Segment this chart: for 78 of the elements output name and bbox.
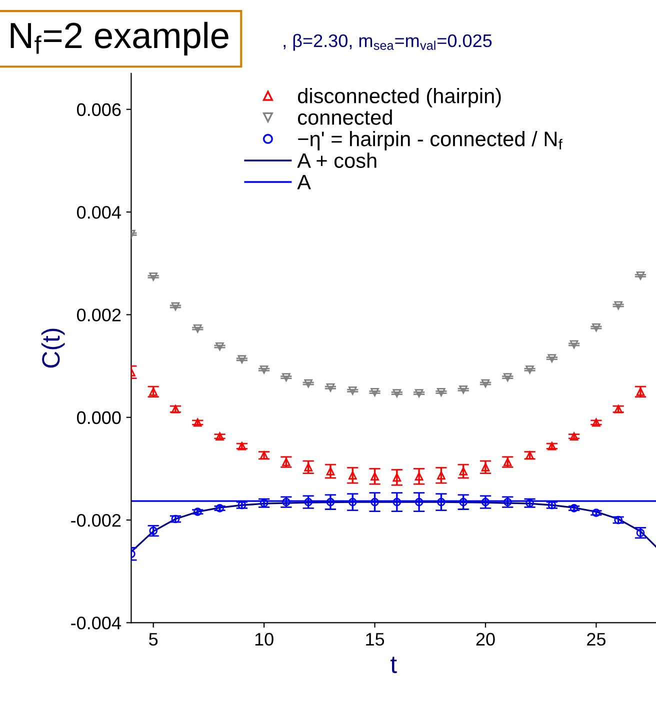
point [370,472,379,481]
point [414,472,424,481]
point [216,504,224,512]
x-tick-label: 10 [255,632,274,646]
point [171,514,180,524]
point [216,432,224,441]
text: N$_{f}$=2 example [10,22,228,56]
point [392,473,402,482]
point [282,373,290,382]
point [592,418,600,427]
x-axis-title: t [390,656,397,674]
point [282,498,290,506]
point [481,498,490,506]
y-tick-label: 0.004 [77,206,121,219]
point [459,498,468,506]
point [216,342,224,351]
legend-label: A + cosh [297,152,376,168]
legend-label: disconnected (hairpin) [298,88,501,108]
point [592,508,600,518]
point [548,354,556,362]
point [326,467,335,476]
point [238,442,246,450]
y-tick-label: -0.004 [71,616,121,630]
point [526,498,534,508]
point [370,498,379,506]
point [614,516,623,524]
point [149,272,158,281]
point [348,386,357,395]
y-tick-label: 0.000 [77,411,121,424]
point [304,379,313,388]
point [326,498,335,506]
x-tick-label: 15 [366,633,384,646]
point [171,404,180,414]
point [526,365,534,374]
point [304,462,313,472]
x-tick-label: 20 [476,632,495,646]
point [193,324,202,333]
y-axis-title: C(t) [41,328,65,368]
legend-label: A [297,174,311,190]
point [481,462,490,472]
point [171,302,180,311]
legend-label: connected [298,110,392,125]
point [459,385,468,394]
legend-label: −η' = hairpin - connected / N$_{f}$ [298,131,562,150]
point [370,388,379,396]
x-tick-label: 5 [149,633,158,646]
point [437,471,446,480]
point [459,467,468,476]
point [548,442,556,450]
y-tick-label: 0.006 [77,103,121,116]
point [304,498,313,506]
point [570,340,578,349]
point [437,498,446,506]
point [614,404,623,414]
point [193,508,202,516]
x-tick-label: 25 [587,632,606,646]
point [414,498,424,506]
chart-title: , β=2.30, m$_{sea}$=m$_{val}$=0.025 [284,34,492,51]
point [481,379,490,388]
point [193,418,202,427]
y-tick-label: -0.002 [71,514,121,527]
point [260,365,268,374]
point [570,504,578,512]
point [636,272,645,280]
point [326,383,335,392]
point [414,389,424,398]
point [592,323,600,332]
point [348,498,357,506]
point [614,301,623,310]
point [503,373,512,382]
point [282,458,290,466]
point [348,471,357,480]
point [392,389,402,398]
y-tick-label: 0.002 [77,308,121,322]
point [238,355,246,364]
point [437,388,446,396]
point [392,498,402,506]
point [570,432,578,441]
